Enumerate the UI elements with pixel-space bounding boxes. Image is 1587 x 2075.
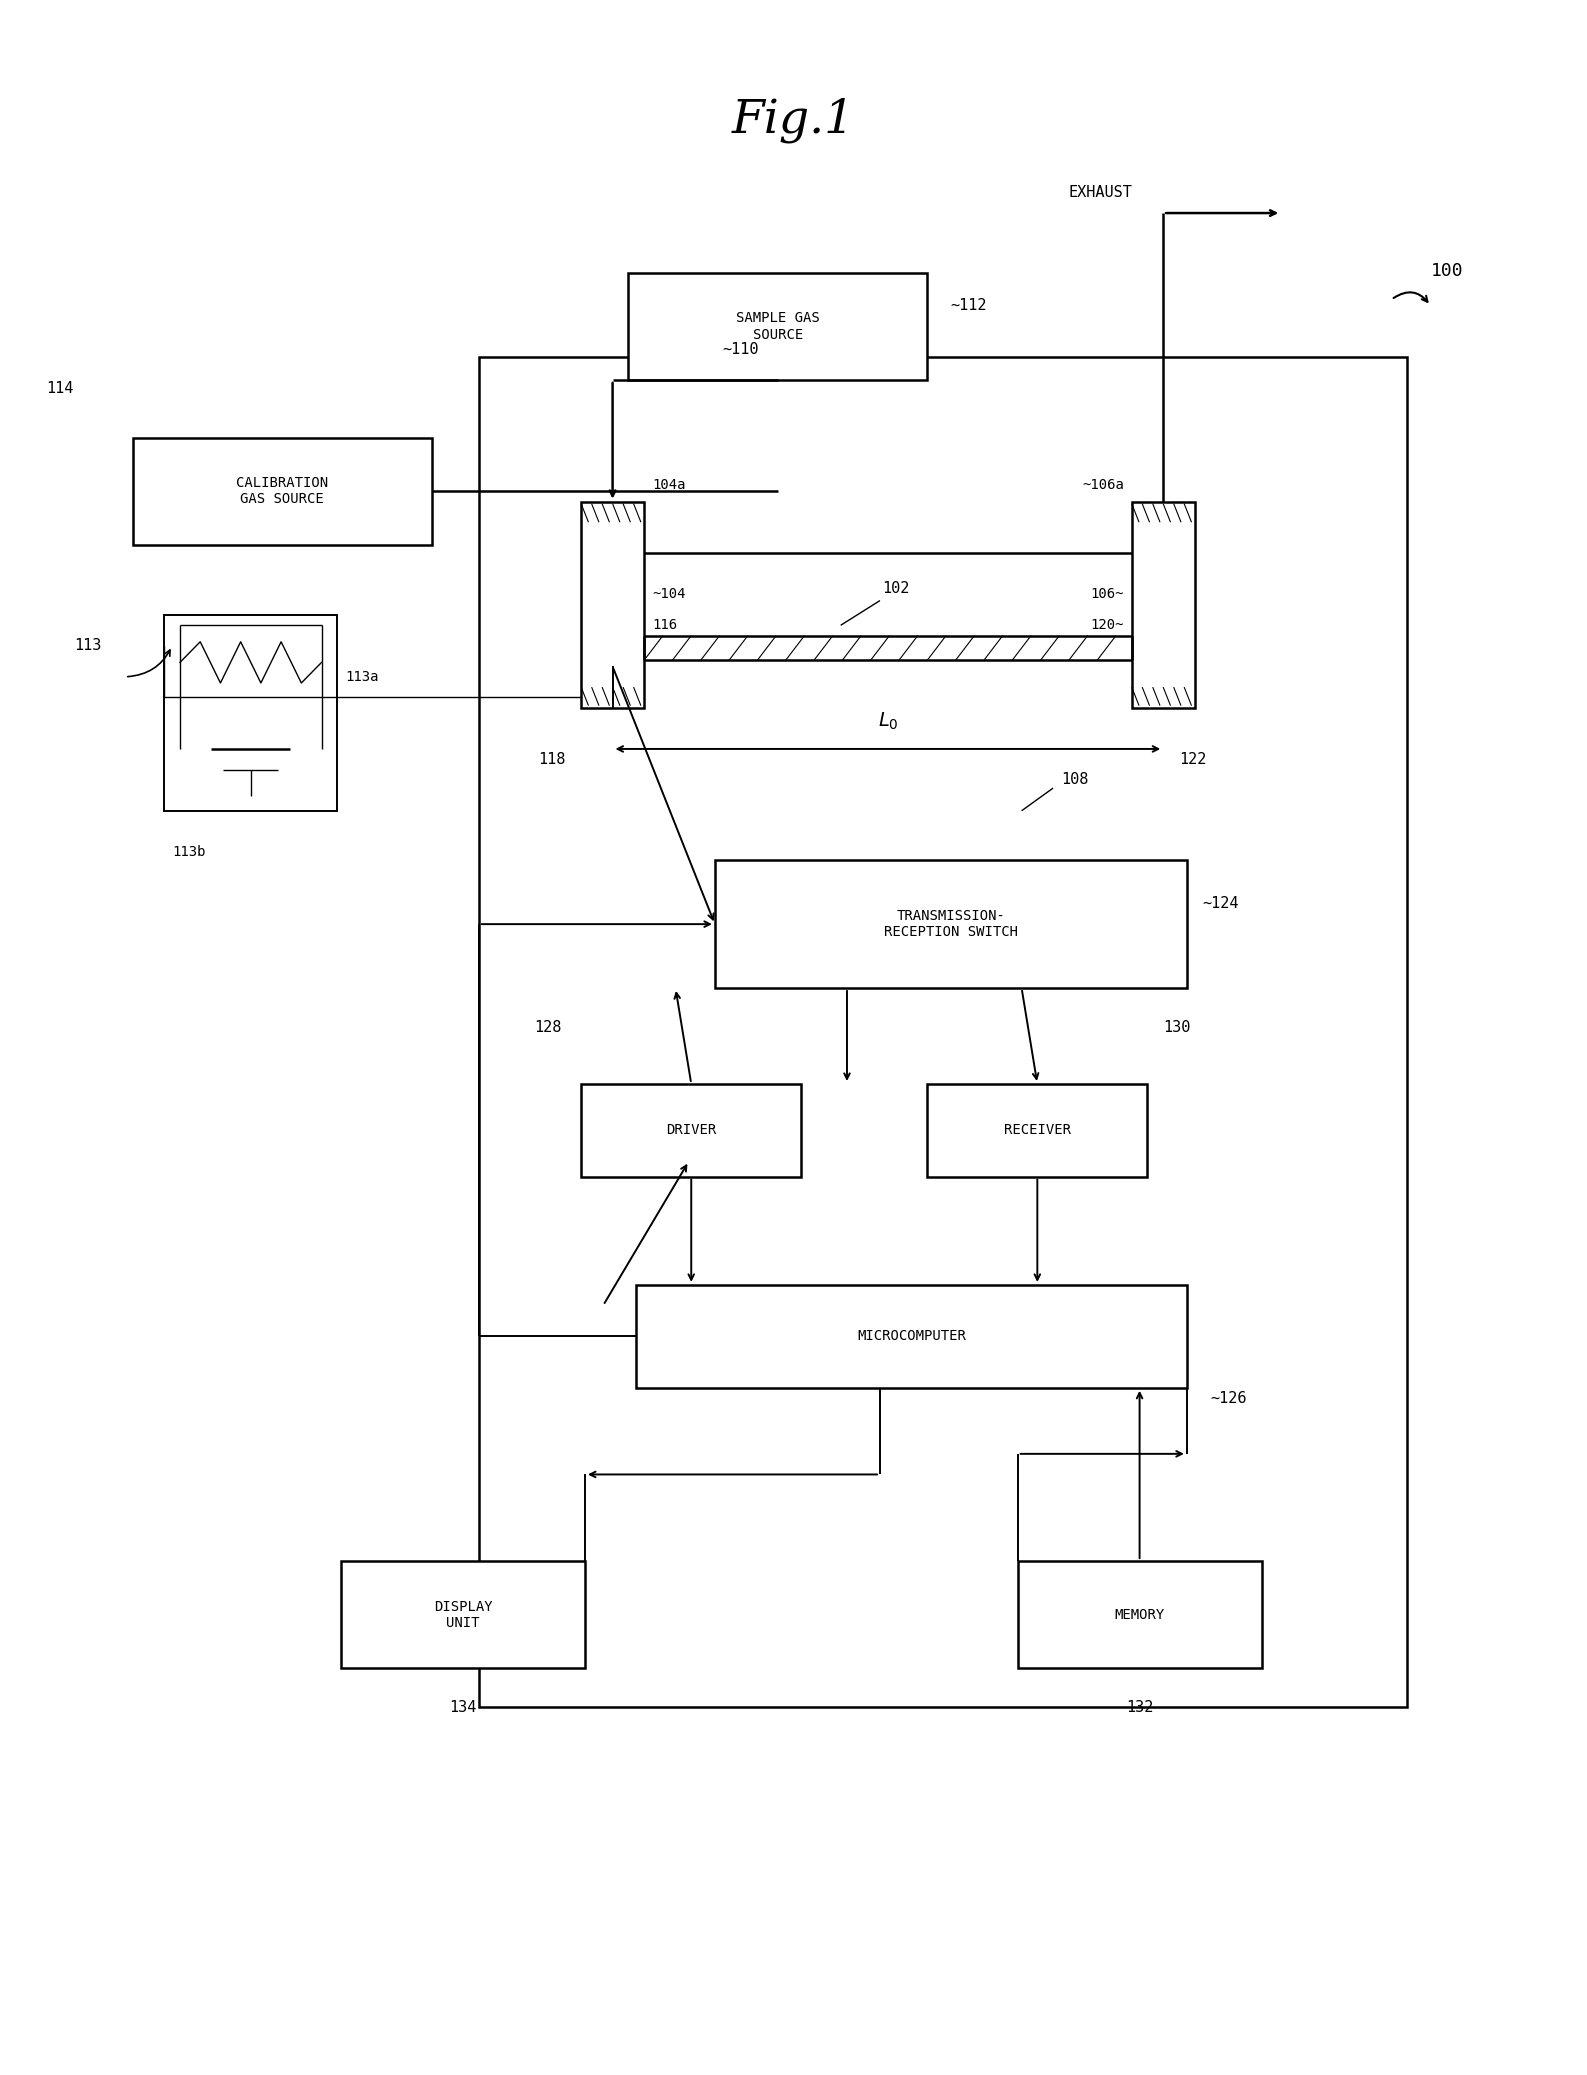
FancyBboxPatch shape [165,614,338,811]
Text: DISPLAY
UNIT: DISPLAY UNIT [433,1600,492,1629]
Text: 113b: 113b [171,845,206,859]
Text: EXHAUST: EXHAUST [1068,185,1133,199]
Text: ~112: ~112 [951,299,987,313]
Text: ~124: ~124 [1203,896,1239,911]
Text: 113a: 113a [344,670,379,685]
Text: DRIVER: DRIVER [667,1123,716,1137]
FancyBboxPatch shape [927,1083,1147,1177]
Text: 132: 132 [1125,1699,1154,1714]
Text: ~110: ~110 [722,342,759,357]
FancyBboxPatch shape [628,272,927,380]
Text: 134: 134 [449,1699,476,1714]
FancyBboxPatch shape [636,1284,1187,1388]
Text: Fig.1: Fig.1 [732,98,855,143]
Text: 108: 108 [1062,772,1089,786]
FancyBboxPatch shape [1132,502,1195,708]
Text: RECEIVER: RECEIVER [1005,1123,1071,1137]
Text: 106~: 106~ [1090,587,1124,602]
Text: TRANSMISSION-
RECEPTION SWITCH: TRANSMISSION- RECEPTION SWITCH [884,909,1017,940]
Text: $L_0$: $L_0$ [878,712,898,732]
Text: MEMORY: MEMORY [1114,1608,1165,1621]
FancyBboxPatch shape [581,502,644,708]
Text: 128: 128 [533,1019,562,1035]
Text: 122: 122 [1179,751,1206,768]
Text: ~106a: ~106a [1082,477,1124,492]
FancyBboxPatch shape [581,1083,801,1177]
Text: 116: 116 [652,618,678,633]
FancyBboxPatch shape [133,438,432,546]
Text: 100: 100 [1430,261,1463,280]
Text: 113: 113 [75,639,102,654]
Text: SAMPLE GAS
SOURCE: SAMPLE GAS SOURCE [736,311,819,342]
FancyBboxPatch shape [1017,1560,1262,1668]
Text: ~104: ~104 [652,587,686,602]
Text: 114: 114 [46,380,73,396]
Text: MICROCOMPUTER: MICROCOMPUTER [857,1330,966,1343]
Text: 120~: 120~ [1090,618,1124,633]
FancyBboxPatch shape [714,861,1187,988]
FancyBboxPatch shape [479,357,1408,1708]
FancyBboxPatch shape [341,1560,586,1668]
Text: CALIBRATION
GAS SOURCE: CALIBRATION GAS SOURCE [236,475,329,506]
Text: 118: 118 [538,751,565,768]
Text: ~126: ~126 [1211,1390,1247,1405]
Text: 102: 102 [882,581,909,596]
Text: 130: 130 [1163,1019,1190,1035]
Text: 104a: 104a [652,477,686,492]
